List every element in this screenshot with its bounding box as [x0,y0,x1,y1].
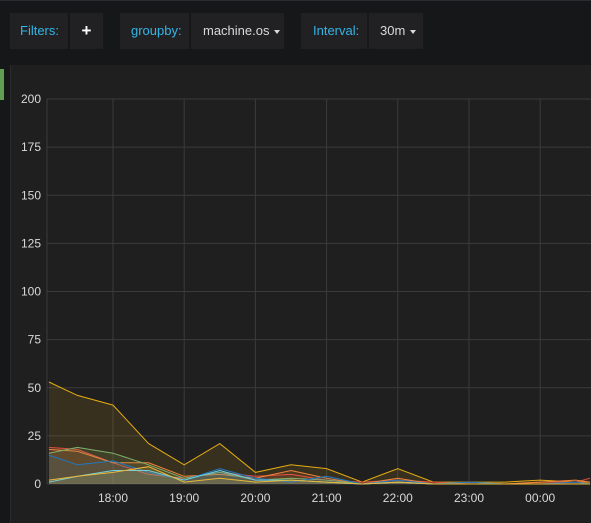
series-area-6 [48,466,590,484]
interval-label: Interval: [301,13,367,49]
interval-value: 30m [380,23,406,38]
y-tick-label: 150 [21,188,41,202]
series-line-6 [48,466,590,485]
x-tick-label: 18:00 [98,491,128,505]
x-tick-label: 23:00 [454,491,484,505]
x-tick-label: 19:00 [169,491,199,505]
chevron-down-icon [410,29,417,34]
chevron-down-icon [274,29,281,34]
series-area-5 [48,470,590,484]
groupby-dropdown[interactable]: machine.os [191,13,284,49]
panel-accent-bar [0,69,4,100]
x-tick-label: 20:00 [240,491,270,505]
y-tick-label: 125 [21,236,41,250]
x-tick-label: 21:00 [312,491,342,505]
graph-panel [10,65,591,523]
y-tick-label: 50 [28,381,42,395]
series-line-2 [48,448,591,485]
y-tick-label: 200 [21,92,41,106]
filters-label: Filters: [10,13,68,49]
interval-dropdown[interactable]: 30m [369,13,423,49]
filter-toolbar: Filters: + groupby: machine.os Interval:… [0,0,591,64]
x-tick-label: 00:00 [525,491,555,505]
y-tick-label: 100 [21,285,41,299]
groupby-value: machine.os [203,23,270,38]
series-line-0 [48,381,590,483]
y-tick-label: 25 [28,429,42,443]
series-area-1 [48,447,590,484]
groupby-label: groupby: [120,13,189,49]
series-area-4 [48,455,590,484]
add-filter-button[interactable]: + [70,13,103,49]
series-area-3 [48,447,590,484]
x-tick-label: 22:00 [383,491,413,505]
y-tick-label: 0 [34,477,41,491]
y-tick-label: 175 [21,140,41,154]
y-tick-label: 75 [28,333,42,347]
plus-icon: + [81,21,92,40]
toolbar-divider [0,0,591,1]
